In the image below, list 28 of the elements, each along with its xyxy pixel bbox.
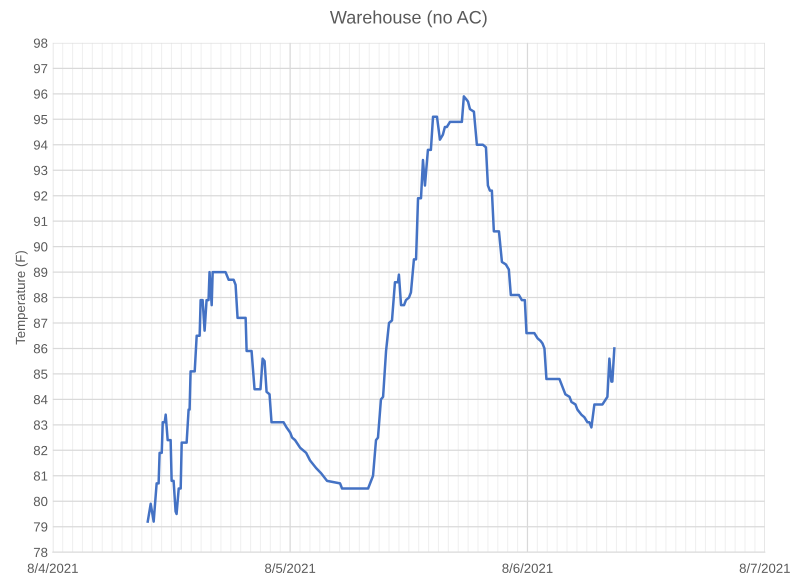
y-axis-title: Temperature (F) <box>15 251 28 345</box>
y-tick-label: 97 <box>34 64 48 74</box>
line-series <box>146 95 616 523</box>
y-tick-label: 87 <box>34 318 48 328</box>
y-tick-label: 86 <box>34 344 48 354</box>
y-tick-label: 89 <box>34 268 48 277</box>
x-tick-label: 8/4/2021 <box>28 563 78 573</box>
y-tick-label: 94 <box>34 140 48 150</box>
x-tick-label: 8/6/2021 <box>502 563 553 573</box>
y-tick-label: 88 <box>34 293 48 302</box>
y-tick-label: 95 <box>34 114 48 124</box>
y-tick-label: 90 <box>34 242 48 252</box>
y-tick-label: 83 <box>34 420 48 430</box>
y-tick-label: 85 <box>34 369 48 379</box>
y-tick-label: 92 <box>34 191 48 201</box>
chart-title: Warehouse (no AC) <box>330 10 487 28</box>
y-tick-label: 96 <box>34 89 48 99</box>
y-tick-label: 80 <box>34 496 48 506</box>
y-tick-label: 93 <box>34 166 48 176</box>
y-tick-label: 84 <box>34 394 48 404</box>
y-tick-label: 82 <box>34 446 48 456</box>
y-tick-label: 79 <box>34 522 48 532</box>
y-tick-label: 78 <box>34 548 48 558</box>
y-tick-label: 98 <box>34 38 48 48</box>
x-tick-label: 8/7/2021 <box>740 563 790 573</box>
x-tick-label: 8/5/2021 <box>265 563 316 573</box>
y-tick-label: 81 <box>34 471 48 481</box>
y-tick-label: 91 <box>34 216 48 226</box>
